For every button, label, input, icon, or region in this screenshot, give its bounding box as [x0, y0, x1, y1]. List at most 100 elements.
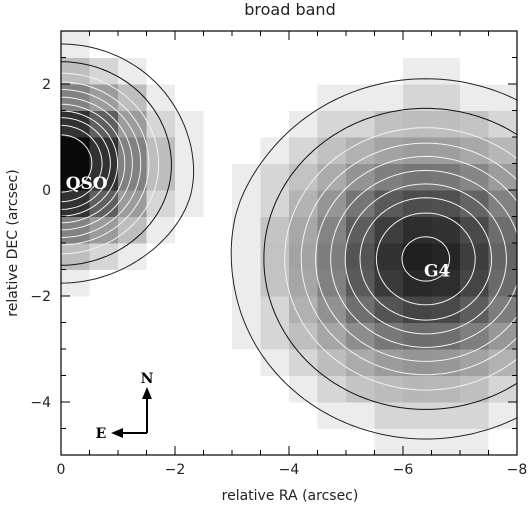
image-pixel: [175, 375, 204, 403]
image-pixel: [289, 110, 318, 138]
image-pixel: [403, 243, 432, 270]
north-label: N: [141, 371, 154, 387]
image-pixel: [203, 322, 233, 350]
image-pixel: [175, 31, 204, 58]
image-pixel: [460, 110, 489, 138]
image-pixel: [146, 402, 176, 429]
image-pixel: [203, 349, 233, 376]
image-pixel: [460, 190, 489, 217]
image-pixel: [403, 190, 432, 217]
image-pixel: [118, 243, 147, 270]
image-pixel: [317, 243, 347, 270]
x-tick-label: −4: [279, 462, 300, 478]
image-pixel: [460, 402, 489, 429]
image-pixel: [346, 31, 375, 58]
image-pixel: [431, 57, 461, 85]
image-pixel: [488, 243, 517, 270]
image-pixel: [175, 428, 204, 455]
image-pixel: [232, 243, 261, 270]
solid-contour: [61, 61, 517, 410]
image-pixel: [260, 137, 290, 164]
image-pixel: [431, 428, 461, 455]
image-pixel: [289, 296, 318, 323]
image-pixel: [89, 402, 119, 429]
image-pixel: [317, 110, 347, 138]
image-pixel: [488, 84, 517, 111]
image-pixel: [317, 137, 347, 164]
chart-title: broad band: [244, 0, 335, 19]
image-pixel: [89, 31, 119, 58]
white-contour: [61, 103, 507, 335]
image-pixel: [460, 322, 489, 350]
image-pixel: [146, 190, 176, 217]
dashed-contour: [61, 43, 517, 440]
image-pixel: [346, 322, 375, 350]
image-pixel: [146, 110, 176, 138]
image-pixel: [260, 375, 290, 403]
image-pixel: [260, 57, 290, 85]
image-pixel: [232, 84, 261, 111]
image-pixel: [488, 428, 517, 455]
image-pixel: [146, 243, 176, 270]
image-pixel: [346, 137, 375, 164]
image-pixel: [89, 243, 119, 270]
image-pixel: [260, 269, 290, 297]
image-pixel: [146, 269, 176, 297]
image-pixel: [232, 269, 261, 297]
image-pixel: [317, 402, 347, 429]
image-pixel: [260, 110, 290, 138]
image-pixel: [317, 322, 347, 350]
image-pixel: [289, 322, 318, 350]
image-pixel: [317, 163, 347, 191]
image-pixel: [431, 269, 461, 297]
image-pixel: [317, 31, 347, 58]
image-pixel: [289, 349, 318, 376]
east-arrow-head: [111, 428, 123, 438]
white-contour: [61, 117, 476, 306]
image-pixel: [260, 402, 290, 429]
image-pixel: [232, 216, 261, 244]
image-pixel: [403, 402, 432, 429]
image-pixel: [289, 84, 318, 111]
image-pixel: [232, 375, 261, 403]
image-pixel: [488, 216, 517, 244]
y-tick-label: 0: [42, 183, 51, 199]
image-pixel: [317, 349, 347, 376]
image-pixel: [175, 269, 204, 297]
image-pixel: [346, 110, 375, 138]
image-pixel: [260, 31, 290, 58]
image-pixel: [61, 428, 90, 455]
image-pixel: [403, 137, 432, 164]
image-pixel: [203, 31, 233, 58]
y-axis-label: relative DEC (arcsec): [5, 169, 21, 316]
image-pixel: [317, 375, 347, 403]
x-tick-label: −6: [393, 462, 414, 478]
x-tick-label: −2: [165, 462, 186, 478]
white-contour: [61, 124, 451, 282]
source-label: G4: [424, 262, 451, 282]
image-pixel: [374, 31, 404, 58]
image-pixel: [232, 402, 261, 429]
image-pixel: [175, 190, 204, 217]
image-pixel: [232, 349, 261, 376]
x-tick-label: −8: [507, 462, 528, 478]
image-pixel: [289, 163, 318, 191]
image-pixel: [289, 402, 318, 429]
image-pixel: [203, 190, 233, 217]
image-pixel: [460, 31, 489, 58]
image-pixel: [346, 57, 375, 85]
image-pixel: [403, 349, 432, 376]
image-pixel: [346, 296, 375, 323]
image-pixel: [146, 31, 176, 58]
image-pixel: [146, 322, 176, 350]
image-pixel: [289, 243, 318, 270]
image-pixel: [488, 190, 517, 217]
x-axis-label: relative RA (arcsec): [222, 488, 359, 504]
image-pixel: [118, 375, 147, 403]
image-pixel: [89, 349, 119, 376]
image-pixel: [374, 375, 404, 403]
compass: NE: [96, 371, 154, 442]
image-pixel: [203, 402, 233, 429]
image-pixel: [232, 110, 261, 138]
